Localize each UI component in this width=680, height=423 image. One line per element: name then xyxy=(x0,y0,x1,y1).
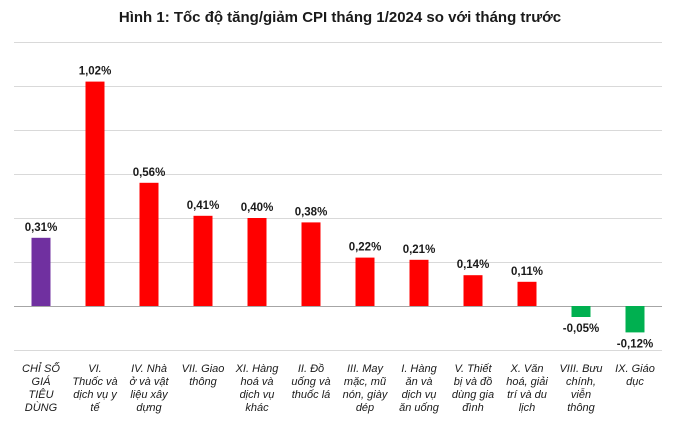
data-label: 1,02% xyxy=(79,66,112,78)
category-label: III. May mặc, mũ nón, giày dép xyxy=(343,363,389,414)
data-label: 0,31% xyxy=(25,222,58,234)
category-label: VI. Thuốc và dịch vụ y tế xyxy=(72,363,118,414)
data-label: 0,11% xyxy=(511,266,543,278)
bar xyxy=(31,237,51,306)
bar xyxy=(517,281,537,306)
data-label: 0,21% xyxy=(403,244,436,256)
category-label: XI. Hàng hoá và dịch vụ khác xyxy=(235,363,280,414)
bar xyxy=(409,259,429,306)
data-label: 0,41% xyxy=(187,200,220,212)
bar xyxy=(355,257,375,306)
data-label: 0,40% xyxy=(241,202,274,214)
bar xyxy=(247,218,267,306)
data-labels: 0,31% 1,02% 0,56% 0,41% 0,40% 0,38% 0,22% 0,21%… xyxy=(25,66,654,351)
bar xyxy=(193,215,213,306)
category-label: VIII. Bưu chính, viễn thông xyxy=(559,363,602,414)
bar xyxy=(571,306,591,317)
category-label: II. Đồ uống và thuốc lá xyxy=(291,363,330,401)
bar xyxy=(85,81,105,306)
bar xyxy=(139,182,159,306)
category-label: I. Hàng ăn và dịch vụ ăn uống xyxy=(399,363,440,414)
category-label: IV. Nhà ở và vật liệu xây dựng xyxy=(129,363,169,414)
category-label: VII. Giao thông xyxy=(182,363,225,388)
bars xyxy=(31,81,645,333)
bar xyxy=(625,306,645,333)
category-label: X. Văn hoá, giải trí và du lịch xyxy=(506,363,548,414)
data-label: 0,22% xyxy=(349,242,382,254)
data-label: 0,38% xyxy=(295,206,328,218)
data-label: 0,56% xyxy=(133,167,166,179)
gridlines xyxy=(14,42,662,351)
chart-title: Hình 1: Tốc độ tăng/giảm CPI tháng 1/202… xyxy=(119,9,561,26)
bar xyxy=(301,222,321,306)
bar xyxy=(463,275,483,306)
data-label: -0,12% xyxy=(617,338,653,350)
data-label: 0,14% xyxy=(457,259,490,271)
category-label: IX. Giáo dục xyxy=(615,363,655,388)
data-label: -0,05% xyxy=(563,323,599,335)
category-label: CHỈ SỐ GIÁ TIÊU DÙNG xyxy=(22,362,60,414)
category-label: V. Thiết bị và đồ dùng gia đình xyxy=(452,363,494,414)
